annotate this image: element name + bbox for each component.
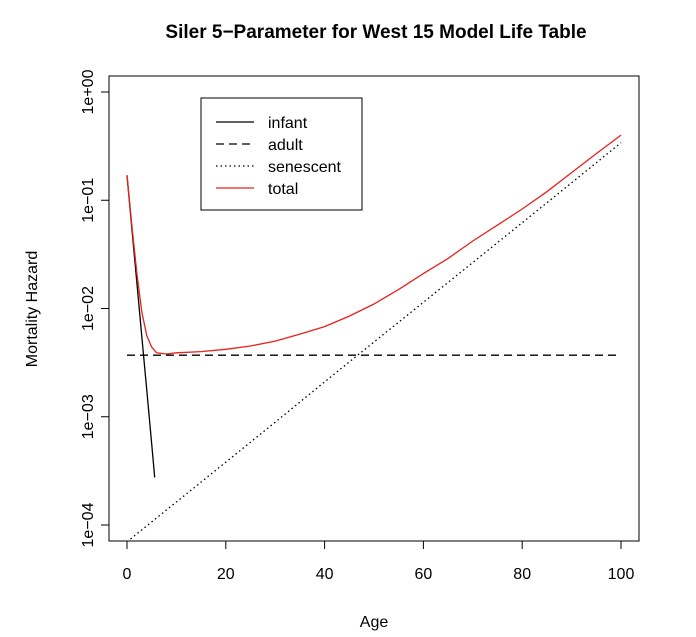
legend-box	[200, 97, 363, 211]
x-tick-label: 100	[608, 566, 635, 583]
x-tick-label: 60	[415, 566, 433, 583]
x-tick-label: 40	[316, 566, 334, 583]
y-tick-label: 1e−01	[80, 178, 97, 223]
y-tick-label: 1e−04	[80, 502, 97, 547]
x-axis-label: Age	[360, 614, 389, 631]
y-tick-label: 1e+00	[80, 69, 97, 114]
series-layer	[126, 134, 622, 541]
y-tick-label: 1e−02	[80, 286, 97, 331]
x-tick-label: 80	[513, 566, 531, 583]
y-axis-label: Mortality Hazard	[24, 251, 41, 367]
y-tick-label: 1e−03	[80, 394, 97, 439]
chart-title: Siler 5−Parameter for West 15 Model Life…	[165, 22, 586, 43]
series-line-total	[126, 134, 622, 355]
x-tick-label: 0	[123, 566, 132, 583]
plot-frame	[108, 75, 640, 542]
x-tick-label: 20	[217, 566, 235, 583]
y-axis: 1e−04 1e−03 1e−02 1e−01 1e+00	[80, 69, 110, 547]
legend-label-infant: infant	[268, 115, 308, 132]
legend-label-adult: adult	[268, 137, 303, 154]
legend-label-total: total	[268, 181, 298, 198]
legend-label-senescent: senescent	[268, 159, 341, 176]
legend: infant adult senescent total	[200, 97, 363, 211]
x-axis: 0 20 40 60 80 100	[123, 540, 635, 583]
